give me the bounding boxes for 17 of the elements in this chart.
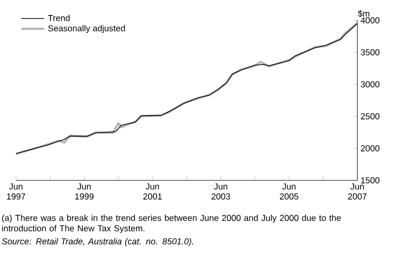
x-tick-label: Jun 1997: [7, 183, 26, 200]
y-tick-label: 3000: [360, 81, 380, 88]
x-tick-label: Jun 2001: [143, 183, 162, 200]
y-tick-label: 2000: [360, 145, 380, 152]
y-tick-label: 4000: [360, 17, 380, 24]
legend-label: Trend: [48, 14, 70, 22]
y-axis-title: $m: [358, 10, 370, 18]
x-tick-label: Jun 2007: [348, 183, 367, 200]
text: (a) There was a break in the trend series between June 2000 and July 2000 due to the introduction of The New Tax System.: [2, 214, 341, 234]
y-tick-label: 3500: [360, 49, 380, 56]
y-tick-label: 2500: [360, 113, 380, 120]
x-tick-label: Jun 1999: [75, 183, 94, 200]
x-tick-label: Jun 2003: [212, 183, 230, 200]
source-note: Source: Retail Trade, Australia (cat. no. 8501.0).: [2, 238, 194, 246]
legend-label: Seasonally adjusted: [48, 24, 125, 34]
y-tick-label: 1500: [361, 177, 380, 184]
x-tick-label: Jun 2005: [280, 183, 298, 200]
